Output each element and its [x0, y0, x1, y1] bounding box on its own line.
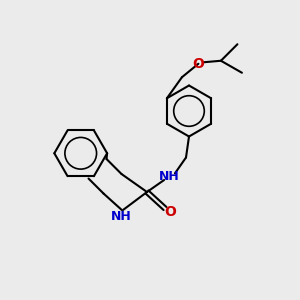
Text: O: O [193, 57, 204, 71]
Text: NH: NH [159, 170, 180, 184]
Text: O: O [164, 205, 176, 218]
Text: NH: NH [111, 210, 132, 223]
